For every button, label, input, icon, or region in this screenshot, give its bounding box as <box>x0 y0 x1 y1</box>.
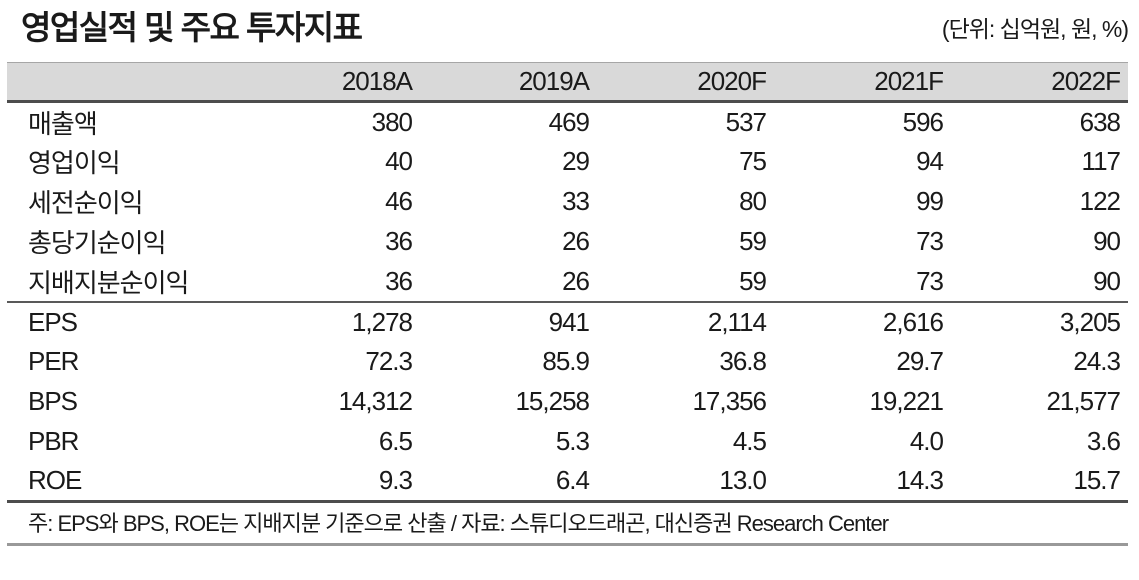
cell-value: 73 <box>916 226 944 256</box>
cell-value: 4.0 <box>909 426 944 456</box>
cell-value: 638 <box>1079 106 1121 137</box>
row-label: PER <box>28 346 79 376</box>
cell-value: 1,278 <box>351 306 413 337</box>
cell-value: 14.3 <box>896 465 944 496</box>
table-row: PER 72.3 85.9 36.8 29.7 24.3 <box>7 342 1128 382</box>
cell-value: 117 <box>1081 146 1121 176</box>
table-row: 매출액 380 469 537 596 638 <box>7 102 1128 142</box>
row-label: 영업이익 <box>28 148 121 178</box>
cell-value: 26 <box>562 226 590 256</box>
row-label: ROE <box>28 465 82 496</box>
row-label: 총당기순이익 <box>28 228 167 258</box>
cell-value: 941 <box>548 306 590 337</box>
table-header-row: 2018A 2019A 2020F 2021F 2022F <box>7 62 1128 102</box>
cell-value: 5.3 <box>555 426 590 456</box>
cell-value: 26 <box>562 265 590 296</box>
cell-value: 36 <box>385 265 413 296</box>
cell-value: 13.0 <box>719 465 767 496</box>
title-row: 영업실적 및 주요 투자지표 (단위: 십억원, 원, %) <box>7 5 1129 46</box>
cell-value: 21,577 <box>1046 386 1121 416</box>
footnote: 주: EPS와 BPS, ROE는 지배지분 기준으로 산출 / 자료: 스튜디… <box>7 503 1128 546</box>
cell-value: 2,114 <box>707 306 767 337</box>
financial-table: 2018A 2019A 2020F 2021F 2022F 매출액 380 46… <box>7 62 1128 503</box>
cell-value: 46 <box>385 186 413 216</box>
cell-value: 596 <box>902 106 944 137</box>
cell-value: 380 <box>371 106 413 137</box>
valuation-section: EPS 1,278 941 2,114 2,616 3,205 PER 72.3… <box>7 302 1128 502</box>
cell-value: 2,616 <box>882 306 944 337</box>
table-row: BPS 14,312 15,258 17,356 19,221 21,577 <box>7 382 1128 422</box>
cell-value: 3.6 <box>1086 426 1121 456</box>
header-year-2019: 2019A <box>518 66 590 96</box>
table-row: ROE 9.3 6.4 13.0 14.3 15.7 <box>7 462 1128 502</box>
cell-value: 24.3 <box>1073 346 1121 376</box>
cell-value: 99 <box>916 186 944 216</box>
row-label: 세전순이익 <box>28 188 144 218</box>
table-row: 영업이익 40 29 75 94 117 <box>7 142 1128 182</box>
cell-value: 36 <box>385 226 413 256</box>
cell-value: 59 <box>739 226 767 256</box>
row-label: 매출액 <box>28 108 98 139</box>
cell-value: 36.8 <box>719 346 767 376</box>
report-table-page: 영업실적 및 주요 투자지표 (단위: 십억원, 원, %) 2018A 201… <box>7 5 1129 546</box>
cell-value: 469 <box>548 106 590 137</box>
cell-value: 72.3 <box>365 346 413 376</box>
cell-value: 15,258 <box>515 386 590 416</box>
cell-value: 29.7 <box>896 346 944 376</box>
cell-value: 85.9 <box>542 346 590 376</box>
cell-value: 80 <box>739 186 767 216</box>
cell-value: 19,221 <box>869 386 944 416</box>
table-row: EPS 1,278 941 2,114 2,616 3,205 <box>7 302 1128 342</box>
header-empty-cell <box>7 63 243 102</box>
cell-value: 90 <box>1093 226 1121 256</box>
row-label: 지배지분순이익 <box>28 267 189 298</box>
table-row: 지배지분순이익 36 26 59 73 90 <box>7 262 1128 302</box>
cell-value: 537 <box>725 106 767 137</box>
cell-value: 9.3 <box>378 465 413 496</box>
table-row: 총당기순이익 36 26 59 73 90 <box>7 222 1128 262</box>
table-row: 세전순이익 46 33 80 99 122 <box>7 182 1128 222</box>
table-row: PBR 6.5 5.3 4.5 4.0 3.6 <box>7 422 1128 462</box>
cell-value: 4.5 <box>732 426 767 456</box>
cell-value: 14,312 <box>338 386 413 416</box>
header-year-2020: 2020F <box>697 66 767 96</box>
cell-value: 75 <box>739 146 767 176</box>
cell-value: 29 <box>562 146 590 176</box>
cell-value: 59 <box>739 265 767 296</box>
cell-value: 3,205 <box>1059 306 1121 337</box>
page-title: 영업실적 및 주요 투자지표 <box>21 9 363 46</box>
cell-value: 17,356 <box>692 386 767 416</box>
header-year-2018: 2018A <box>341 66 413 96</box>
row-label: BPS <box>28 386 78 416</box>
cell-value: 90 <box>1093 265 1121 296</box>
cell-value: 122 <box>1079 186 1121 216</box>
cell-value: 40 <box>385 146 413 176</box>
cell-value: 94 <box>916 146 944 176</box>
header-year-2022: 2022F <box>1051 66 1121 96</box>
cell-value: 6.5 <box>378 426 413 456</box>
cell-value: 33 <box>562 186 590 216</box>
cell-value: 73 <box>916 265 944 296</box>
row-label: EPS <box>28 306 78 337</box>
cell-value: 15.7 <box>1073 465 1121 496</box>
row-label: PBR <box>28 426 79 456</box>
unit-note: (단위: 십억원, 원, %) <box>941 16 1129 42</box>
earnings-section: 매출액 380 469 537 596 638 영업이익 40 29 75 94… <box>7 102 1128 302</box>
cell-value: 6.4 <box>555 465 590 496</box>
header-year-2021: 2021F <box>874 66 944 96</box>
